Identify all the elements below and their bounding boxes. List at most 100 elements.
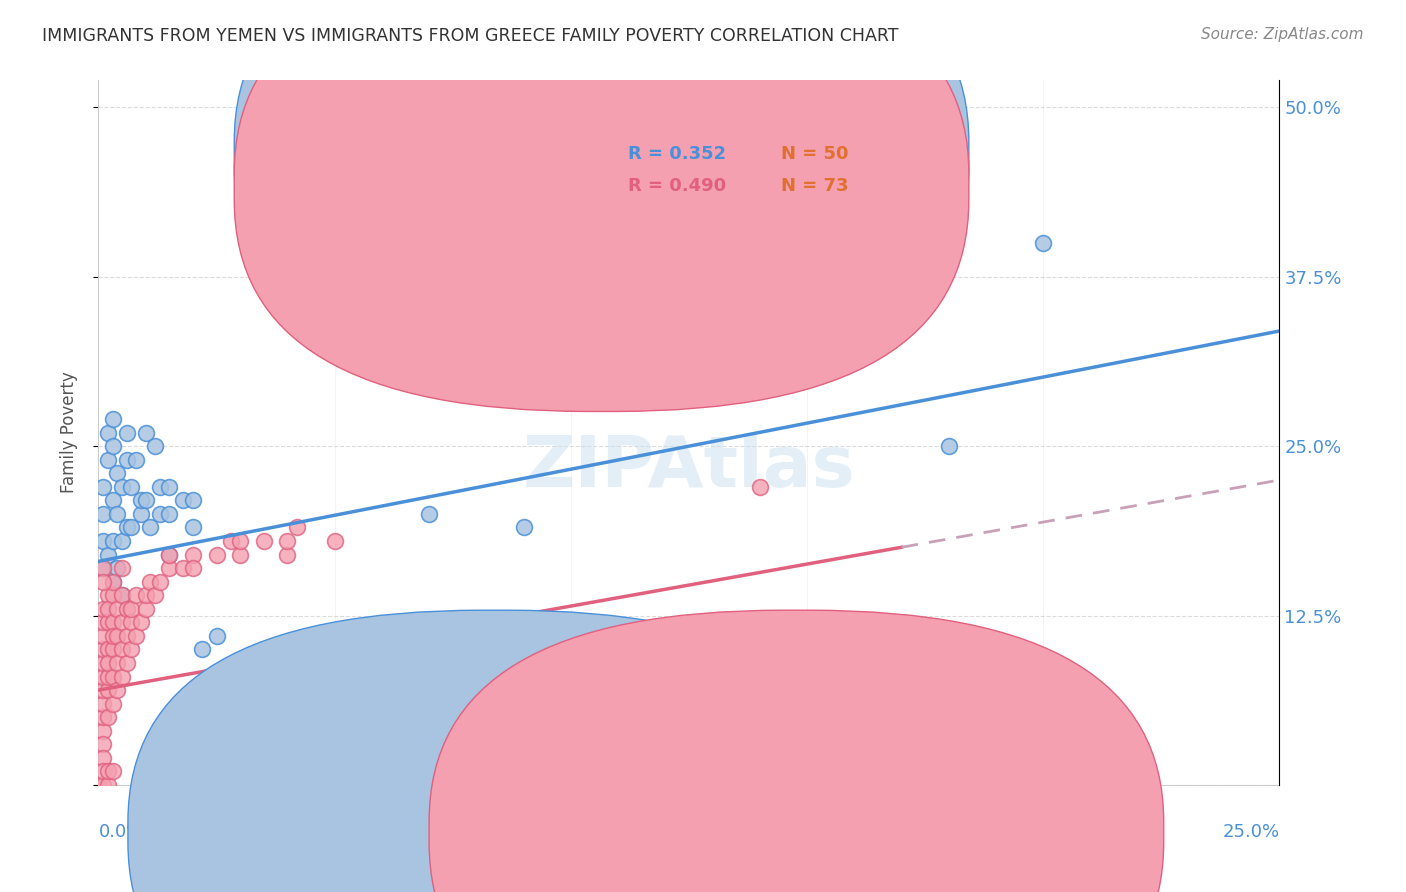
Point <box>97 452 120 467</box>
Point <box>91 737 114 751</box>
Point <box>149 574 172 589</box>
Point <box>97 764 120 779</box>
Point <box>205 548 228 562</box>
Y-axis label: Family Poverty: Family Poverty <box>59 372 77 493</box>
Point <box>111 615 134 630</box>
Text: N = 50: N = 50 <box>782 145 849 162</box>
Point <box>607 303 630 318</box>
Point <box>101 534 124 549</box>
Point <box>844 317 866 331</box>
Point <box>139 574 162 589</box>
Point <box>285 520 308 534</box>
Point <box>101 669 124 683</box>
Text: Source: ZipAtlas.com: Source: ZipAtlas.com <box>1201 27 1364 42</box>
Text: R = 0.490: R = 0.490 <box>627 177 725 195</box>
Point <box>115 425 138 440</box>
Point <box>748 209 770 223</box>
Point <box>121 615 143 630</box>
Point <box>157 548 180 562</box>
Point <box>135 601 157 615</box>
Point <box>101 574 124 589</box>
Point <box>181 561 204 575</box>
Point <box>418 507 440 521</box>
Point <box>105 561 128 575</box>
Point <box>91 723 114 738</box>
Point <box>105 507 128 521</box>
Point <box>91 697 114 711</box>
Point <box>149 480 172 494</box>
Point <box>91 615 114 630</box>
Point <box>125 452 148 467</box>
Point <box>91 669 114 683</box>
Point <box>97 656 120 670</box>
Point <box>97 642 120 657</box>
Point <box>191 642 214 657</box>
Point <box>1032 235 1054 250</box>
Point <box>91 601 114 615</box>
FancyBboxPatch shape <box>235 0 969 411</box>
Point <box>91 561 114 575</box>
Text: Immigrants from Greece: Immigrants from Greece <box>818 822 1022 839</box>
Point <box>91 574 114 589</box>
Point <box>101 439 124 453</box>
Text: 0.0%: 0.0% <box>98 823 143 841</box>
Point <box>105 601 128 615</box>
Point <box>121 601 143 615</box>
Point <box>229 534 252 549</box>
Point <box>101 764 124 779</box>
Point <box>323 534 346 549</box>
Point <box>91 561 114 575</box>
Point <box>121 520 143 534</box>
Point <box>115 629 138 643</box>
Point <box>748 480 770 494</box>
Point <box>125 588 148 602</box>
Point <box>181 493 204 508</box>
Text: R = 0.352: R = 0.352 <box>627 145 725 162</box>
Point <box>157 480 180 494</box>
Point <box>91 710 114 724</box>
FancyBboxPatch shape <box>429 610 1164 892</box>
Point <box>702 371 724 385</box>
Point <box>157 548 180 562</box>
Point <box>121 642 143 657</box>
Point <box>101 697 124 711</box>
Point <box>91 507 114 521</box>
Point <box>129 493 152 508</box>
Point <box>101 412 124 426</box>
Point <box>87 778 110 792</box>
Point <box>276 548 298 562</box>
Point <box>135 493 157 508</box>
Point <box>97 683 120 698</box>
Point <box>139 520 162 534</box>
Point <box>91 642 114 657</box>
Point <box>101 588 124 602</box>
Point <box>111 669 134 683</box>
Point <box>97 601 120 615</box>
Point <box>253 534 276 549</box>
Point <box>181 548 204 562</box>
Point <box>129 507 152 521</box>
Point <box>101 629 124 643</box>
Point <box>371 161 394 176</box>
FancyBboxPatch shape <box>128 610 862 892</box>
Point <box>91 778 114 792</box>
Point <box>97 710 120 724</box>
Point <box>129 615 152 630</box>
Point <box>111 534 134 549</box>
Point <box>205 629 228 643</box>
Point <box>135 588 157 602</box>
Point <box>157 507 180 521</box>
Point <box>111 480 134 494</box>
Point <box>91 751 114 765</box>
Point <box>101 574 124 589</box>
Text: IMMIGRANTS FROM YEMEN VS IMMIGRANTS FROM GREECE FAMILY POVERTY CORRELATION CHART: IMMIGRANTS FROM YEMEN VS IMMIGRANTS FROM… <box>42 27 898 45</box>
Point <box>105 467 128 481</box>
Point <box>115 656 138 670</box>
Point <box>229 548 252 562</box>
Point <box>143 439 166 453</box>
Point <box>91 534 114 549</box>
Point <box>115 601 138 615</box>
Point <box>512 520 534 534</box>
Point <box>101 615 124 630</box>
Point <box>97 615 120 630</box>
